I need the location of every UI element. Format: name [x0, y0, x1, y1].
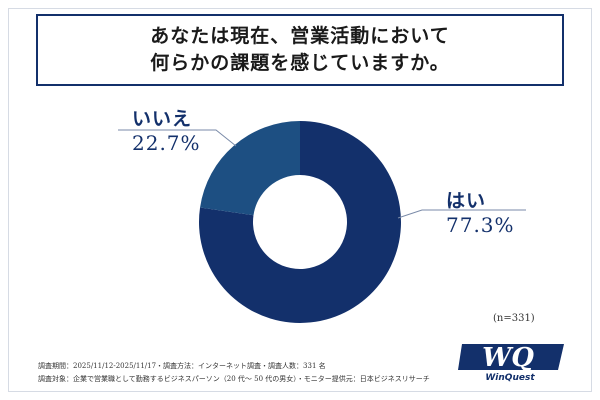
slice-name-yes: はい	[446, 190, 487, 212]
leader-line-yes	[397, 209, 526, 219]
chart-title-line-1: あなたは現在、営業活動において	[150, 25, 450, 47]
slice-yes	[199, 121, 401, 323]
slice-label-no: いいえ 22.7%	[132, 104, 201, 155]
sample-size: (n=331)	[493, 313, 535, 324]
logo-mark: WQ	[482, 343, 534, 373]
footnote-survey-period: 調査期間：2025/11/12-2025/11/17・調査方法：インターネット調…	[38, 362, 326, 370]
title-box: あなたは現在、営業活動において 何らかの課題を感じていますか。	[36, 14, 564, 86]
slice-no	[200, 121, 300, 216]
page-frame	[8, 8, 592, 392]
footnote-survey-target: 調査対象：企業で営業職として勤務するビジネスパーソン（20 代～ 50 代の男女…	[38, 375, 430, 383]
leader-line-no	[118, 129, 237, 147]
chart-title-line-2: 何らかの課題を感じていますか。	[150, 52, 450, 74]
winquest-logo: WQ WinQuest	[458, 340, 568, 383]
slice-name-no: いいえ	[132, 108, 193, 130]
slice-value-yes: 77.3%	[446, 213, 515, 237]
slice-label-yes: はい 77.3%	[446, 186, 515, 237]
slice-value-no: 22.7%	[132, 131, 201, 155]
logo-text: WinQuest	[485, 373, 535, 382]
